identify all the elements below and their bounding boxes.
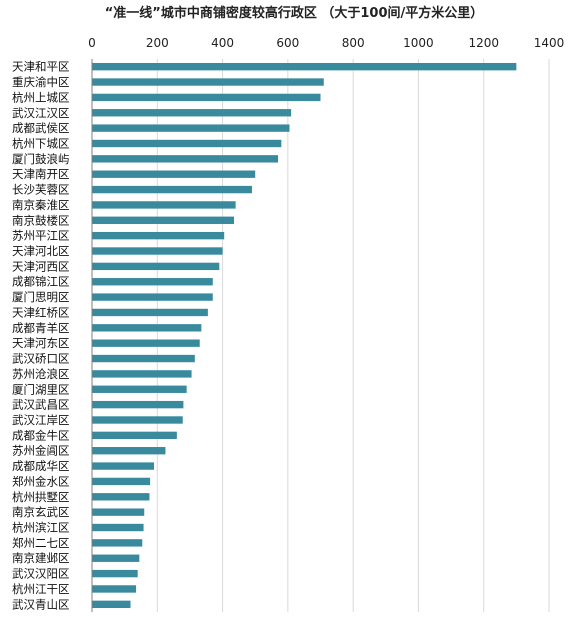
category-label: 天津和平区 xyxy=(12,60,70,74)
category-label: 杭州江干区 xyxy=(12,582,70,596)
category-labels: 天津和平区重庆渝中区杭州上城区武汉江汉区成都武侯区杭州下城区厦门鼓浪屿天津南开区… xyxy=(12,60,70,612)
x-tick-label: 600 xyxy=(276,36,299,50)
category-label: 长沙芙蓉区 xyxy=(12,183,70,197)
bar xyxy=(92,569,138,578)
category-label: 武汉武昌区 xyxy=(12,398,70,412)
category-label: 杭州上城区 xyxy=(12,90,70,104)
bar xyxy=(92,262,220,271)
bar xyxy=(92,585,137,593)
x-tick-label: 800 xyxy=(342,36,365,50)
bar xyxy=(92,554,140,562)
x-tick-label: 400 xyxy=(211,36,234,50)
category-label: 郑州二七区 xyxy=(12,536,70,550)
bar xyxy=(92,447,166,455)
bar xyxy=(92,293,213,301)
category-label: 郑州金水区 xyxy=(12,474,70,488)
bar xyxy=(92,539,143,547)
bar xyxy=(92,231,225,240)
bar xyxy=(92,324,202,332)
category-label: 武汉汉阳区 xyxy=(12,567,70,581)
bar xyxy=(92,93,321,102)
category-label: 杭州下城区 xyxy=(12,136,70,150)
category-label: 天津南开区 xyxy=(12,167,70,181)
bar xyxy=(92,339,200,347)
bar xyxy=(92,109,292,117)
bar xyxy=(92,354,195,363)
category-label: 成都金牛区 xyxy=(12,428,70,442)
x-tick-labels: 0 200 400 600 800 1000 1200 1400 xyxy=(88,36,564,50)
category-label: 武汉江汉区 xyxy=(12,106,70,120)
x-tick-label: 0 xyxy=(88,36,96,50)
bar xyxy=(92,278,213,286)
category-label: 杭州拱墅区 xyxy=(12,490,70,504)
category-label: 杭州滨江区 xyxy=(12,521,70,535)
bar xyxy=(92,139,282,148)
category-label: 南京秦淮区 xyxy=(12,198,70,212)
bar xyxy=(92,523,144,532)
bar xyxy=(92,431,177,440)
category-label: 南京鼓楼区 xyxy=(12,213,70,227)
x-tick-label: 200 xyxy=(146,36,169,50)
category-label: 厦门湖里区 xyxy=(12,382,70,396)
category-label: 苏州金阊区 xyxy=(12,444,70,458)
bar xyxy=(92,185,252,194)
category-label: 南京建邺区 xyxy=(12,551,70,565)
bar xyxy=(92,600,131,609)
category-label: 天津河北区 xyxy=(12,244,70,258)
category-label: 天津河西区 xyxy=(12,259,70,273)
category-label: 武汉江岸区 xyxy=(12,413,70,427)
bar xyxy=(92,462,155,470)
bar xyxy=(92,400,184,409)
x-tick-label: 1200 xyxy=(468,36,499,50)
category-label: 天津红桥区 xyxy=(12,305,70,319)
category-label: 武汉硚口区 xyxy=(12,352,70,366)
bar xyxy=(92,416,183,424)
gridlines xyxy=(91,59,550,612)
bar xyxy=(92,78,324,86)
x-tick-label: 1400 xyxy=(534,36,565,50)
category-label: 厦门鼓浪屿 xyxy=(12,152,70,166)
bar xyxy=(92,62,517,71)
category-label: 成都青羊区 xyxy=(12,321,70,335)
bar xyxy=(92,508,145,516)
category-label: 厦门思明区 xyxy=(12,290,70,304)
category-label: 天津河东区 xyxy=(12,336,70,350)
category-label: 成都锦江区 xyxy=(12,275,70,289)
category-label: 苏州平江区 xyxy=(12,229,70,243)
bars xyxy=(92,62,517,609)
bar xyxy=(92,124,290,132)
bar xyxy=(92,477,151,486)
bar xyxy=(92,493,150,501)
bar xyxy=(92,308,208,317)
bar xyxy=(92,201,236,209)
bar xyxy=(92,247,223,255)
chart-title: “准一线”城市中商铺密度较高行政区 （大于100间/平方米公里） xyxy=(105,5,484,21)
category-label: 南京玄武区 xyxy=(12,505,70,519)
category-label: 成都武侯区 xyxy=(12,121,70,135)
category-label: 重庆渝中区 xyxy=(12,75,70,89)
bar xyxy=(92,385,187,393)
bar xyxy=(92,370,192,378)
bar xyxy=(92,155,279,163)
category-label: 武汉青山区 xyxy=(12,597,70,611)
category-label: 成都成华区 xyxy=(12,459,70,473)
x-tick-label: 1000 xyxy=(403,36,434,50)
bar xyxy=(92,216,234,224)
category-label: 苏州沧浪区 xyxy=(12,367,70,381)
bar xyxy=(92,170,256,178)
